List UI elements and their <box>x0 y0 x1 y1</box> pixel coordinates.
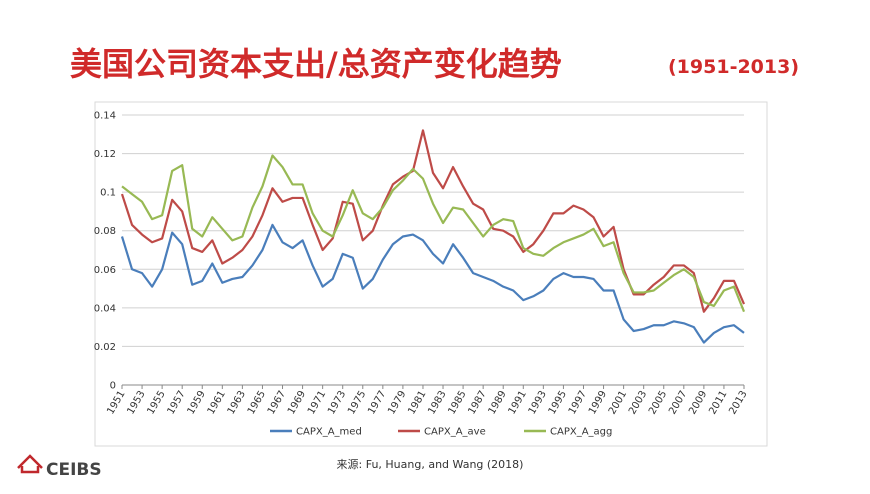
logo-icon <box>17 454 43 474</box>
chart-frame <box>94 101 768 447</box>
logo-text: CEIBS <box>46 460 102 480</box>
legend-label: CAPX_A_ave <box>424 427 486 438</box>
y-tick-label: 0.14 <box>94 111 116 122</box>
y-tick-label: 0.06 <box>94 265 116 276</box>
y-tick-label: 0.08 <box>94 226 116 237</box>
y-tick-label: 0.1 <box>100 188 116 199</box>
slide-title: 美国公司资本支出/总资产变化趋势 <box>70 45 562 83</box>
legend-label: CAPX_A_agg <box>550 427 612 438</box>
y-tick-label: 0.12 <box>94 149 116 160</box>
y-tick-label: 0 <box>110 381 116 392</box>
series-line <box>121 154 746 313</box>
y-tick-label: 0.04 <box>94 303 116 314</box>
series-line <box>120 223 745 344</box>
y-tick-label: 0.02 <box>94 342 116 353</box>
source: 来源: Fu, Huang, and Wang (2018) <box>337 457 524 471</box>
legend-label: CAPX_A_med <box>296 427 362 438</box>
series-line <box>120 129 746 313</box>
slide-subtitle: (1951-2013) <box>668 56 799 78</box>
